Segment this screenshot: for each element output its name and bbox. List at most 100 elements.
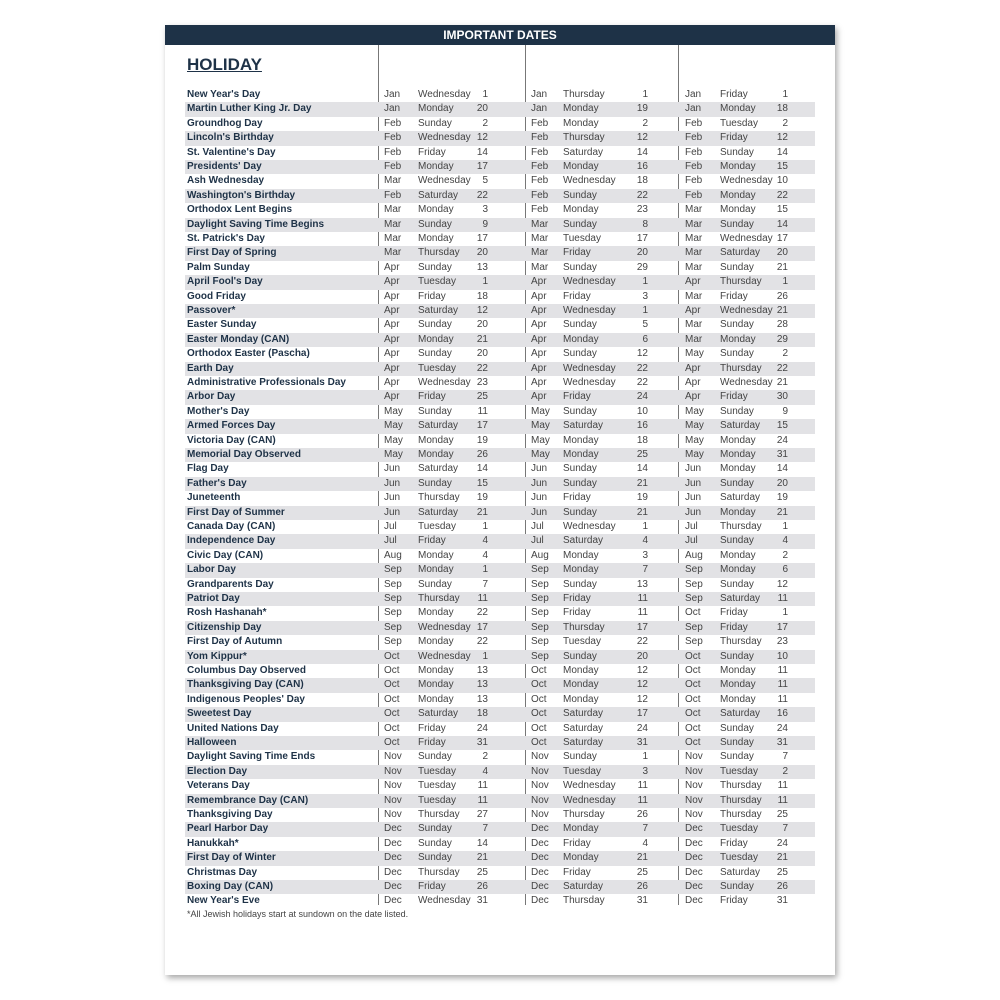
date-weekday: Monday [720,189,756,201]
date-day: 11 [637,794,648,806]
date-day: 13 [476,693,488,705]
date-day: 25 [776,866,788,878]
date-month: Oct [685,650,701,662]
date-month: May [531,420,550,432]
date-day: 30 [776,391,788,403]
date-month: Mar [384,175,402,187]
date-day: 7 [482,578,488,590]
date-month: Oct [531,665,547,676]
date-day: 11 [777,593,788,604]
date-month: Oct [384,737,400,748]
date-month: Dec [685,881,703,892]
date-day: 7 [782,823,788,835]
date-day: 20 [776,477,788,489]
date-day: 19 [636,492,648,504]
date-month: Dec [685,837,703,849]
date-weekday: Saturday [720,420,761,432]
date-month: Nov [531,751,549,763]
date-weekday: Sunday [563,506,597,518]
date-day: 20 [476,319,488,331]
table-row: First Day of Autumn Sep Monday 22 Sep Tuesday… [185,635,815,649]
date-weekday: Friday [418,391,446,403]
table-row: Arbor Day Apr Friday 25 Apr Friday 24 Apr Friday… [185,390,815,405]
date-day: 20 [636,650,648,662]
table-row: Passover* Apr Saturday 12 Apr Wednesday 1 Apr We… [185,304,815,319]
date-weekday: Sunday [418,751,452,763]
date-day: 14 [636,463,648,475]
date-weekday: Monday [720,564,756,576]
date-month: Nov [531,809,549,820]
date-weekday: Wednesday [720,377,773,388]
date-month: Mar [531,218,549,230]
date-month: Aug [384,549,402,561]
date-month: Oct [685,693,701,705]
date-weekday: Sunday [563,477,597,489]
date-weekday: Tuesday [563,233,601,244]
date-month: Apr [685,305,701,316]
date-month: Nov [531,765,549,777]
date-month: Jun [384,492,401,504]
holiday-name: Lincoln's Birthday [187,132,274,144]
holiday-name: Thanksgiving Day (CAN) [187,679,304,691]
date-month: Apr [531,333,547,345]
date-weekday: Friday [563,492,591,504]
date-day: 10 [636,405,648,417]
date-month: Jun [685,492,702,504]
date-month: Mar [685,247,703,259]
date-day: 15 [776,204,788,216]
date-day: 11 [637,607,648,619]
table-row: Martin Luther King Jr. Day Jan Monday 20 Jan… [185,102,815,117]
date-month: Apr [685,362,701,374]
date-weekday: Wednesday [720,305,773,316]
date-day: 25 [476,866,488,878]
date-month: Mar [685,290,703,302]
date-day: 11 [477,405,488,417]
date-day: 16 [636,420,648,432]
date-weekday: Tuesday [720,852,758,864]
date-month: Jul [685,535,698,547]
date-weekday: Thursday [720,276,762,288]
date-weekday: Monday [720,549,756,561]
date-month: Mar [685,204,703,216]
date-month: Dec [531,866,549,878]
date-day: 19 [476,434,488,446]
table-row: Civic Day (CAN) Aug Monday 4 Aug Monday 3 Aug Mo… [185,549,815,563]
date-day: 17 [636,233,648,244]
date-month: Feb [685,161,703,172]
table-row: April Fool's Day Apr Tuesday 1 Apr Wednesday 1… [185,275,815,290]
date-day: 4 [482,535,488,547]
date-day: 15 [776,420,788,432]
date-weekday: Friday [563,290,591,302]
date-day: 22 [636,636,648,648]
date-month: Dec [531,823,549,835]
date-weekday: Sunday [563,751,597,763]
holiday-name: Orthodox Lent Begins [187,204,292,216]
date-month: Jan [384,89,401,100]
date-day: 25 [636,449,648,460]
holiday-name: Easter Sunday [187,319,257,331]
holiday-name: Thanksgiving Day [187,809,273,820]
date-month: Sep [531,607,549,619]
table-row: Rosh Hashanah* Sep Monday 22 Sep Friday 11 Oct F… [185,606,815,620]
holiday-name: Columbus Day Observed [187,665,306,676]
date-weekday: Sunday [563,189,597,201]
date-weekday: Monday [720,449,756,460]
date-weekday: Monday [563,434,599,446]
holiday-name: Good Friday [187,290,246,302]
date-month: Oct [531,737,547,748]
date-weekday: Monday [418,607,454,619]
date-weekday: Sunday [720,348,754,360]
table-row: Mother's Day May Sunday 11 May Sunday 10 May Sun… [185,405,815,419]
date-month: Sep [384,636,402,648]
date-day: 29 [636,261,648,273]
date-day: 16 [776,708,788,720]
date-weekday: Sunday [720,578,754,590]
date-day: 19 [476,492,488,504]
date-day: 24 [776,837,788,849]
date-month: Mar [685,319,703,331]
table-row: Indigenous Peoples' Day Oct Monday 13 Oct Mon… [185,693,815,707]
date-day: 21 [776,305,788,316]
holiday-name: First Day of Winter [187,852,276,864]
date-weekday: Friday [720,621,748,633]
date-month: Feb [685,189,703,201]
